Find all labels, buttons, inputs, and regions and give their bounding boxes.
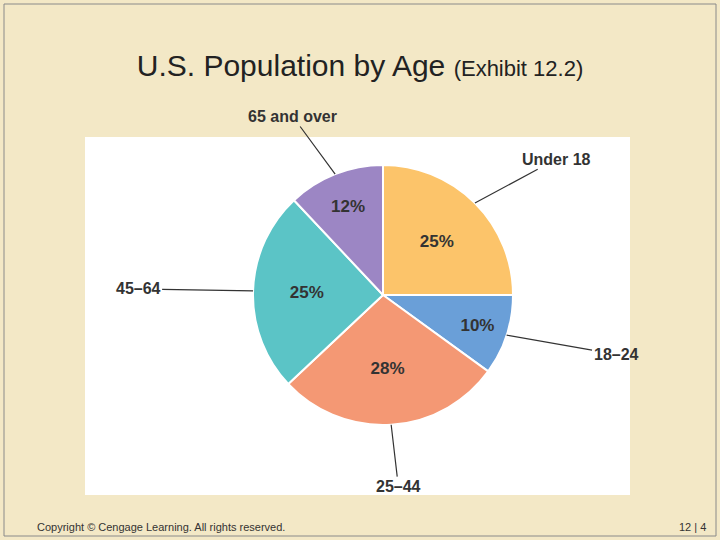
svg-text:12 | 4: 12 | 4 [679,521,706,533]
svg-text:45–64: 45–64 [116,280,161,297]
svg-text:25%: 25% [290,283,324,302]
svg-text:U.S. Population by Age (Exhibi: U.S. Population by Age (Exhibit 12.2) [137,49,584,82]
svg-text:28%: 28% [371,359,405,378]
svg-text:25–44: 25–44 [376,478,421,495]
svg-text:Copyright © Cengage Learning.: Copyright © Cengage Learning. All rights… [37,521,285,533]
svg-text:18–24: 18–24 [594,346,639,363]
svg-text:Under 18: Under 18 [522,151,591,168]
svg-text:65 and over: 65 and over [248,108,337,125]
svg-text:12%: 12% [331,197,365,216]
svg-text:25%: 25% [420,232,454,251]
svg-text:10%: 10% [460,316,494,335]
